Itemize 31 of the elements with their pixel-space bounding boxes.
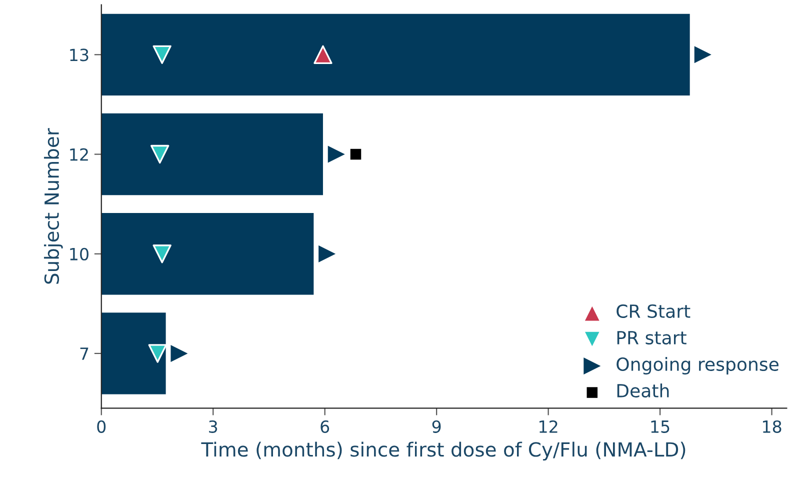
legend-label: Death xyxy=(617,384,669,398)
bar xyxy=(101,14,690,96)
point xyxy=(694,46,712,64)
bar xyxy=(101,213,314,295)
y-tick-label: 13 xyxy=(70,48,88,62)
bar xyxy=(101,312,166,394)
point xyxy=(170,344,188,362)
legend-label: PR start xyxy=(617,331,686,345)
x-tick-label: 9 xyxy=(432,420,441,433)
point xyxy=(152,244,172,264)
y-axis-title: Subject Number xyxy=(44,128,63,284)
y-tick-label: 7 xyxy=(80,348,88,360)
point xyxy=(328,146,345,163)
x-tick-label: 15 xyxy=(651,420,670,433)
y-tick-label: 10 xyxy=(70,248,88,260)
x-tick-label: 3 xyxy=(209,420,218,433)
point xyxy=(318,245,336,262)
point xyxy=(148,344,167,363)
point xyxy=(152,45,172,64)
x-axis-title: Time (months) since first dose of Cy/Flu (NMA-LD) xyxy=(201,442,686,461)
bar xyxy=(101,113,323,196)
x-tick-label: 6 xyxy=(320,420,330,433)
point xyxy=(150,144,170,164)
point xyxy=(314,45,332,64)
legend-label: CR Start xyxy=(616,304,690,318)
x-tick-label: 0 xyxy=(97,420,106,433)
x-tick-label: 18 xyxy=(763,420,782,433)
y-tick-label: 12 xyxy=(70,148,88,161)
legend-label: Ongoing response xyxy=(616,357,778,375)
point xyxy=(350,148,362,160)
x-tick-label: 12 xyxy=(540,420,558,433)
